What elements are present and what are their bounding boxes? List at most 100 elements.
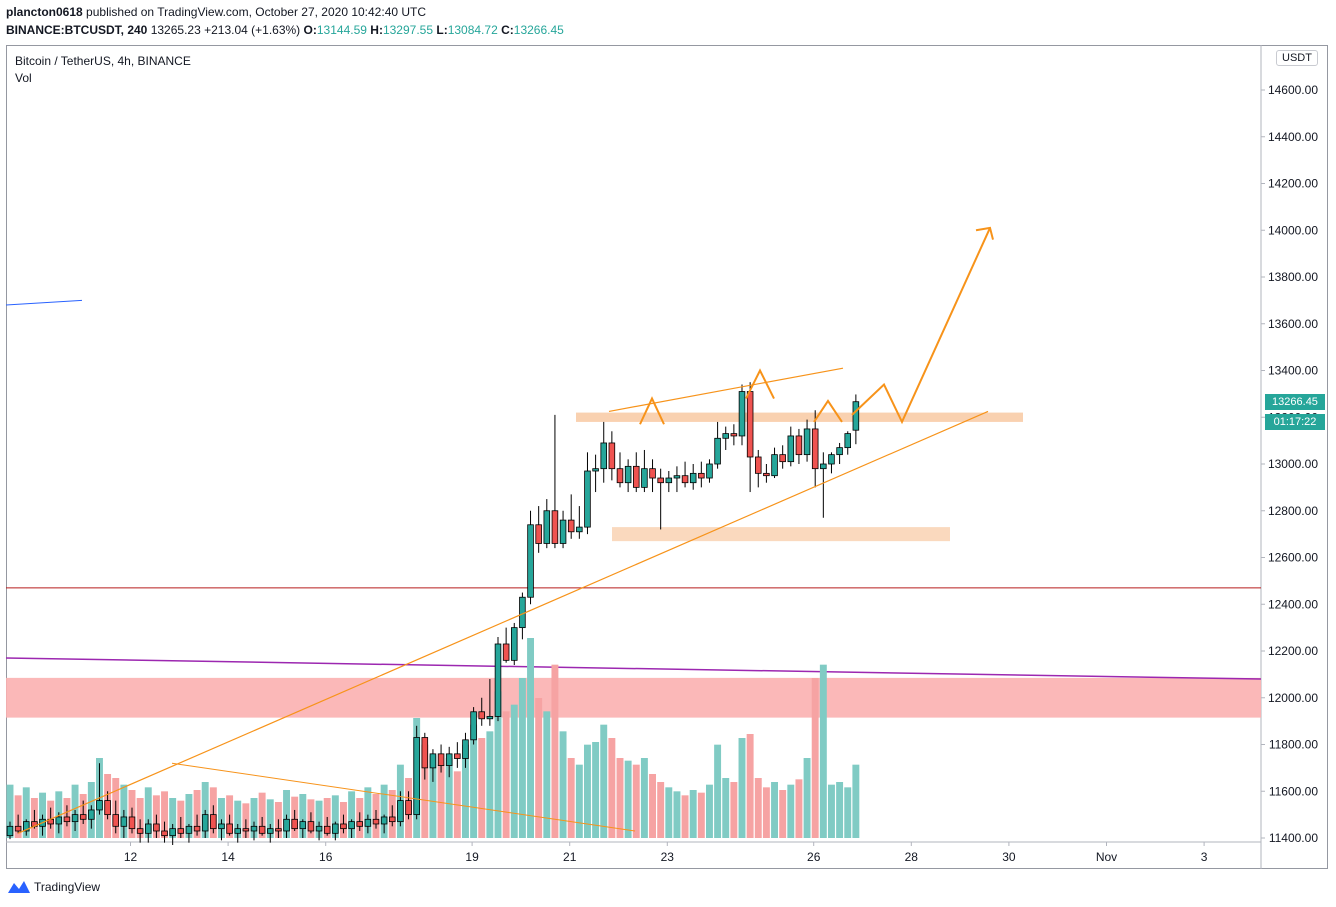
y-tick-label: 12000.00 [1268,691,1318,705]
volume-bar [136,798,144,838]
candle-body [559,519,567,544]
candle-body [169,828,176,837]
volume-bar [795,779,803,838]
candle-body [128,816,136,830]
volume-bar [575,764,583,838]
y-tick-label: 13400.00 [1268,364,1318,378]
candle-body [275,828,282,832]
candle-body [624,465,632,484]
x-tick-label: 16 [319,850,333,864]
volume-bar [673,791,681,838]
candle-body [226,823,233,834]
candle-body [266,828,274,834]
volume-bar [689,790,697,838]
candle-body [730,433,738,437]
candle-body [641,468,648,488]
volume-bar [811,678,819,838]
candle-body [828,454,835,465]
volume-bar [437,764,445,838]
ohlc-row: BINANCE:BTCUSDT, 240 13265.23 +213.04 (+… [6,22,564,38]
volume-bar [543,711,551,838]
footer-brand[interactable]: TradingView [8,880,100,894]
candle-body [681,475,689,484]
y-tick-label: 12400.00 [1268,597,1318,611]
volume-bar [486,731,494,838]
x-tick-label: 3 [1201,850,1208,864]
candle-body [364,818,372,827]
volume-bar [592,742,600,838]
candle-body [852,401,860,431]
volume-bar [258,792,266,838]
candle-body [315,825,323,832]
currency-button[interactable]: USDT [1276,50,1318,66]
candle-body [510,627,518,661]
candle-body [820,463,827,470]
candle-body [291,818,298,830]
candle-body [388,816,396,823]
candle-body [218,823,225,830]
volume-bar [234,800,242,838]
volume-bar [681,795,689,838]
volume-label[interactable]: Vol [15,71,32,85]
volume-bar [771,782,778,838]
volume-bar [315,800,323,838]
candle-body [429,753,437,769]
y-tick-label: 12800.00 [1268,504,1318,518]
volume-bar [380,784,388,838]
publication-header: plancton0618 published on TradingView.co… [6,4,426,20]
volume-bar [331,795,339,838]
candle-body [22,821,30,832]
volume-bar [266,799,274,838]
candle-body [478,711,486,720]
volume-bar [535,698,543,838]
volume-bar [657,782,665,838]
volume-bar [462,744,469,838]
volume-bar [640,758,648,838]
candle-body [14,825,22,832]
volume-bar [803,758,811,838]
candle-body [787,435,795,463]
candle-body [96,800,103,811]
tradingview-logo-icon [8,881,30,893]
candle-body [771,454,778,477]
x-tick-label: 12 [124,850,138,864]
volume-bar [551,664,559,838]
volume-bar [348,791,356,838]
candle-body [803,428,811,456]
candle-body [185,825,193,834]
candle-body [299,821,307,830]
volume-bar [169,798,177,838]
volume-bar [22,787,30,838]
candle-body [421,737,429,769]
last-price-tag: 13266.45 [1265,394,1325,410]
candle-body [470,711,477,741]
volume-bar [665,787,673,838]
volume-bar [632,764,640,838]
candle-body [437,753,445,766]
volume-bar [494,691,502,838]
candle-body [527,524,534,598]
high-label: H: [370,23,383,37]
candle-body [844,433,851,449]
demand-zone-orange [612,527,950,542]
author-name[interactable]: plancton0618 [6,5,83,19]
ascending-trend-line [17,410,989,834]
close-label: C: [501,23,514,37]
series-title[interactable]: Bitcoin / TetherUS, 4h, BINANCE [15,54,191,68]
volume-bar [706,784,713,838]
volume-bar [510,704,518,838]
candle-body [722,433,729,439]
candle-body [576,526,583,533]
x-tick-label: Nov [1096,850,1117,864]
volume-bar [218,798,225,838]
volume-bar [478,738,486,838]
volume-bar [527,638,534,838]
x-tick-label: 23 [661,850,675,864]
symbol-label: BINANCE:BTCUSDT, 240 [6,23,148,37]
low-label: L: [436,23,448,37]
volume-bar [185,794,193,838]
candle-body [372,818,380,825]
candle-body [454,753,461,759]
volume-bar [624,760,632,838]
